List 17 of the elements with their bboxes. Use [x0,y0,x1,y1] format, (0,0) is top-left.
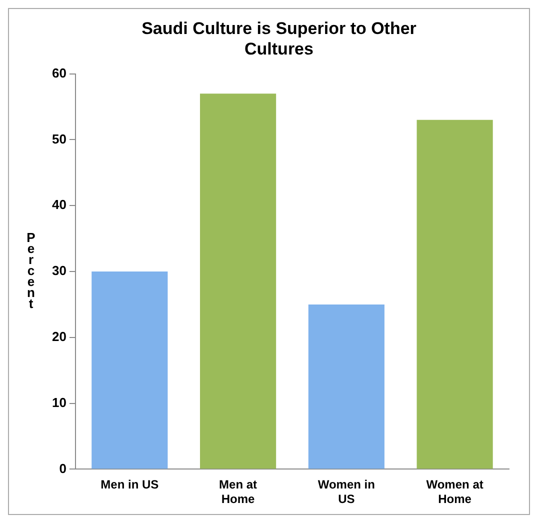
bar [416,120,493,469]
y-tick-label: 20 [52,328,66,344]
y-tick-label: 0 [59,460,66,476]
x-tick-label: Women in US [318,478,375,506]
bar [308,304,384,469]
x-tick-label: Men in US [100,478,159,492]
y-tick-label: 30 [52,263,66,278]
y-tick-label: 40 [52,197,66,212]
y-tick-label: 60 [52,65,66,80]
x-tick-label: Men at Home [219,478,258,506]
bar [200,94,276,469]
y-tick-label: 10 [52,394,66,410]
x-tick-label: Women at Home [426,478,484,506]
y-axis-title: Percent [26,230,36,312]
bar [92,272,168,469]
chart-title: Saudi Culture is Superior to Other Cultures [142,18,417,58]
y-tick-label: 50 [52,131,66,146]
